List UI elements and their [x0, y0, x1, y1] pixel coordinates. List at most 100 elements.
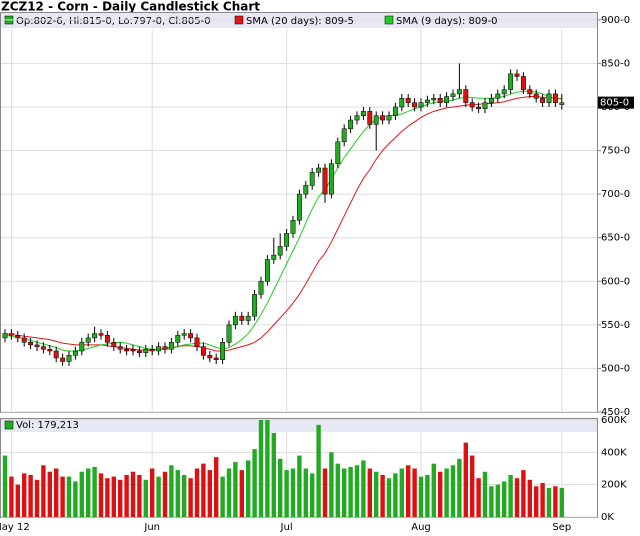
legend-label: SMA (20 days): 809-5 [246, 16, 354, 27]
candle-body [533, 93, 539, 99]
candle-body [53, 350, 59, 359]
candle-body [335, 141, 341, 164]
candle-body [104, 335, 110, 343]
candle-body [220, 342, 226, 360]
volume-bar [194, 468, 200, 517]
candle-body [271, 254, 277, 260]
volume-bar [348, 466, 353, 517]
candle-body [431, 98, 437, 101]
volume-bar [310, 473, 315, 517]
volume-bar [361, 460, 366, 517]
volume-bar [105, 478, 110, 517]
volume-bar [86, 468, 91, 517]
candle-body [476, 106, 482, 109]
volume-bar [438, 471, 443, 517]
y-tick-label: 900-0 [601, 15, 630, 26]
volume-bar [118, 479, 123, 517]
volume-bar [246, 460, 251, 517]
candle-body [117, 346, 123, 350]
volume-bar [226, 468, 232, 517]
volume-bar [220, 476, 225, 517]
candle-body [354, 115, 360, 121]
legend-swatch [234, 15, 244, 25]
legend-swatch [4, 420, 14, 430]
volume-bar [214, 457, 219, 517]
volume-bar [527, 479, 532, 517]
candle-body [60, 357, 66, 362]
volume-bar [534, 486, 539, 517]
volume-bar [335, 463, 340, 517]
volume-bar [425, 474, 430, 517]
candle-body [348, 119, 354, 130]
candle-body [66, 355, 72, 362]
volume-bar [489, 486, 494, 517]
candle-body [418, 102, 424, 108]
volume-bar [15, 484, 20, 517]
candle-body [559, 102, 565, 105]
volume-bar [137, 474, 142, 517]
candle-body [245, 315, 251, 321]
x-tick-label: Jul [280, 522, 293, 533]
candle-body [424, 99, 430, 103]
candle-body [124, 349, 130, 352]
candle-body [309, 172, 315, 186]
volume-bar [393, 473, 398, 517]
candle-body [200, 346, 206, 356]
candle-body [540, 98, 546, 103]
volume-bar [278, 458, 283, 517]
candle-body [92, 333, 98, 339]
volume-bar [271, 432, 276, 517]
candle-body [175, 335, 181, 343]
candle-body [188, 333, 194, 339]
volume-bar [169, 465, 174, 517]
volume-bar [22, 473, 27, 517]
candle-body [213, 357, 219, 360]
candle-body [40, 346, 46, 350]
chart-title: ZCZ12 - Corn - Daily Candlestick Chart [1, 0, 260, 14]
candle-body [316, 167, 322, 173]
sma-line [4, 96, 562, 352]
volume-bar [463, 442, 468, 517]
candle-body [130, 349, 136, 352]
y-tick-label: 750-0 [601, 146, 630, 157]
volume-bar [431, 463, 436, 517]
candle-body [264, 259, 270, 282]
volume-bar [73, 481, 78, 517]
candle-body [501, 89, 507, 95]
volume-bar [399, 468, 404, 517]
volume-legend: Vol: 179,213 [16, 420, 79, 431]
volume-bar [329, 452, 334, 517]
volume-bar [111, 476, 116, 517]
candle-body [290, 220, 296, 234]
candle-body [85, 337, 91, 343]
volume-bar [258, 420, 264, 517]
candle-body [380, 115, 386, 121]
volume-bar [28, 474, 33, 517]
volume-bar [412, 468, 417, 517]
candle-body [527, 89, 533, 95]
x-tick-label: Jun [143, 522, 160, 533]
volume-bar [150, 468, 155, 517]
x-tick-label: Sep [552, 522, 571, 533]
volume-bar [450, 465, 456, 517]
candle-body [399, 98, 405, 108]
sma-line [4, 90, 562, 352]
candle-body [341, 128, 347, 143]
candle-body [162, 346, 168, 350]
volume-bar [143, 479, 148, 517]
volume-bar [342, 468, 347, 517]
volume-bar [444, 468, 449, 517]
candle-body [136, 350, 142, 353]
volume-bar [546, 487, 552, 517]
volume-bar [290, 468, 296, 517]
candle-body [98, 333, 104, 336]
volume-bar [239, 470, 244, 517]
candle-body [437, 98, 443, 103]
volume-bar [553, 486, 558, 517]
candle-body [156, 346, 162, 352]
candle-body [514, 73, 520, 77]
volume-bar [540, 483, 545, 517]
volume-tick-label: 600K [601, 415, 627, 426]
volume-bar [182, 474, 187, 517]
y-tick-label: 700-0 [601, 189, 630, 200]
